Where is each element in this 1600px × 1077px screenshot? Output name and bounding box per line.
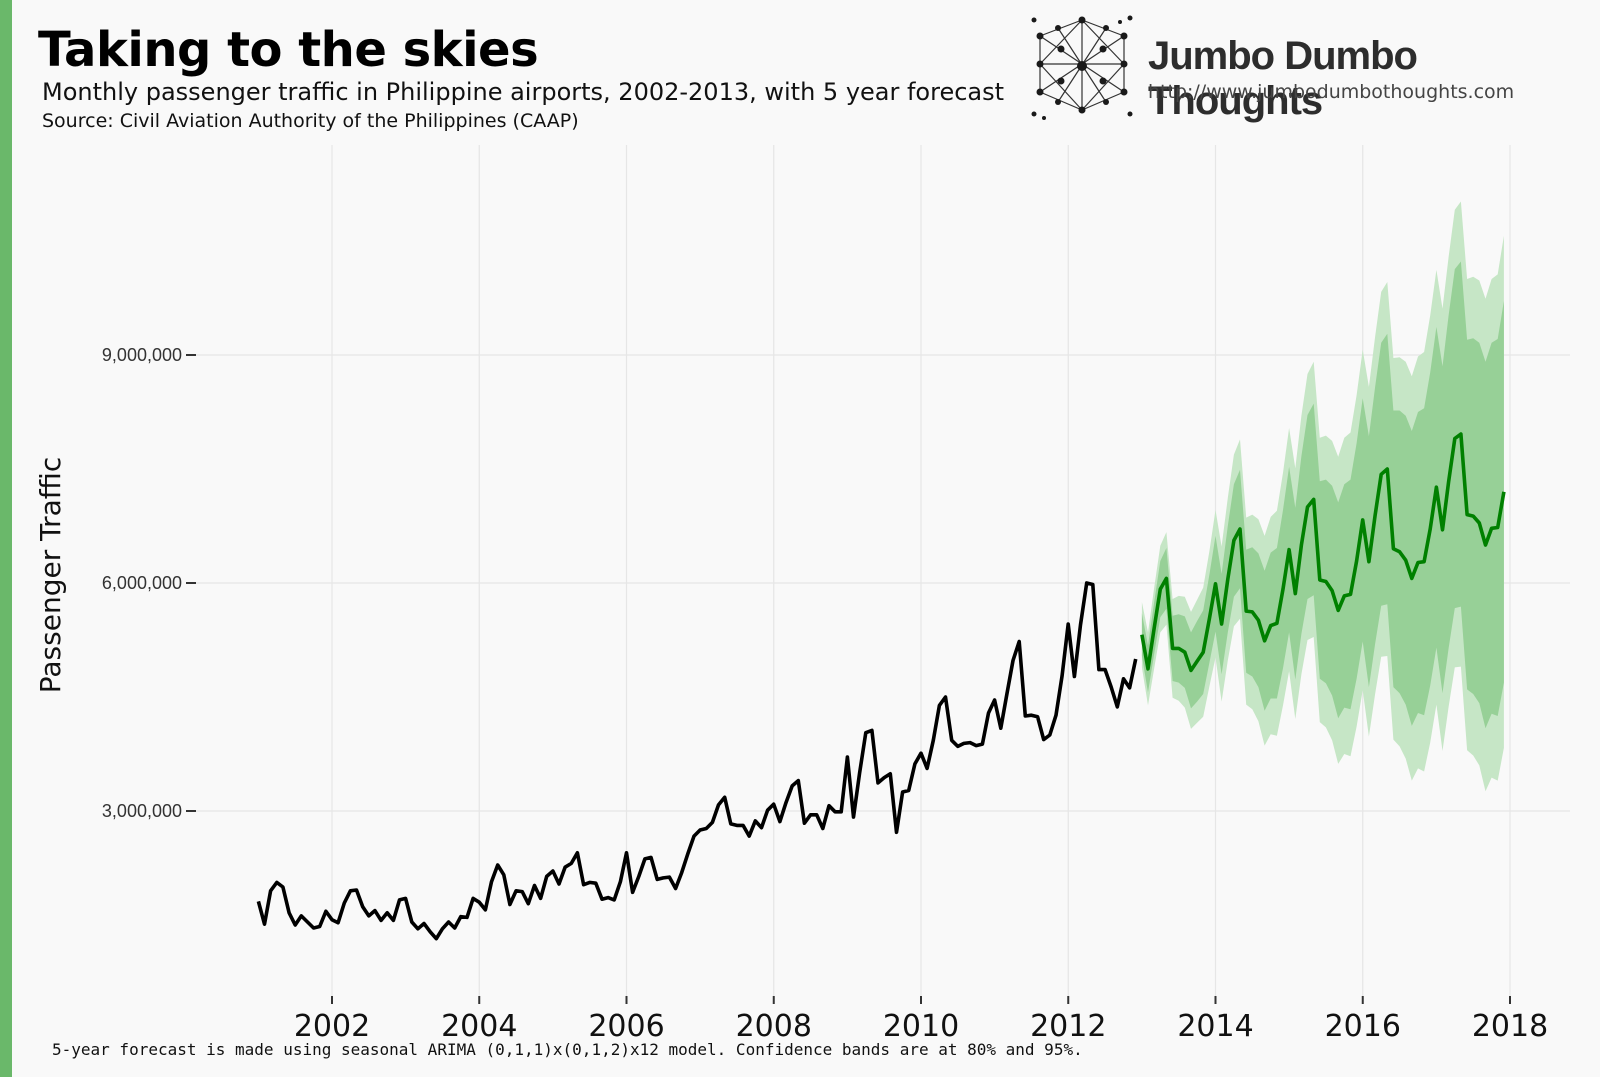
x-tick-label: 2006 bbox=[588, 1009, 664, 1044]
confidence-bands bbox=[1141, 201, 1504, 792]
y-axis: 3,000,000 6,000,000 9,000,000 bbox=[102, 345, 196, 821]
x-tick-label: 2004 bbox=[441, 1009, 517, 1044]
y-tick-label: 3,000,000 bbox=[102, 801, 182, 821]
network-nodes-logo-icon bbox=[1031, 15, 1133, 120]
x-tick-label: 2002 bbox=[294, 1009, 370, 1044]
x-tick-label: 2010 bbox=[883, 1009, 959, 1044]
chart-subtitle: Monthly passenger traffic in Philippine … bbox=[42, 78, 1005, 106]
brand-url[interactable]: http://www.jumbodumbothoughts.com bbox=[1148, 81, 1515, 103]
chart-source: Source: Civil Aviation Authority of the … bbox=[42, 110, 579, 132]
band-80pct bbox=[1141, 261, 1504, 729]
x-axis: 2002 2004 2006 2008 2010 2012 2014 2016 2018 bbox=[294, 996, 1548, 1044]
x-tick-label: 2008 bbox=[736, 1009, 812, 1044]
chart-title: Taking to the skies bbox=[38, 22, 539, 78]
x-tick-label: 2018 bbox=[1472, 1009, 1548, 1044]
grid-lines bbox=[195, 145, 1570, 1000]
x-tick-label: 2012 bbox=[1030, 1009, 1106, 1044]
x-tick-label: 2014 bbox=[1177, 1009, 1253, 1044]
historical-line bbox=[256, 581, 1138, 941]
series-lines bbox=[256, 432, 1506, 941]
y-axis-label: Passenger Traffic bbox=[34, 457, 67, 693]
brand-name: Jumbo Dumbo Thoughts bbox=[1148, 34, 1418, 123]
footnote: 5-year forecast is made using seasonal A… bbox=[52, 1040, 1083, 1059]
left-accent-bar bbox=[0, 0, 12, 1077]
x-tick-label: 2016 bbox=[1325, 1009, 1401, 1044]
forecast-line bbox=[1140, 432, 1506, 673]
y-tick-label: 6,000,000 bbox=[102, 573, 182, 593]
y-tick-label: 9,000,000 bbox=[102, 345, 182, 365]
